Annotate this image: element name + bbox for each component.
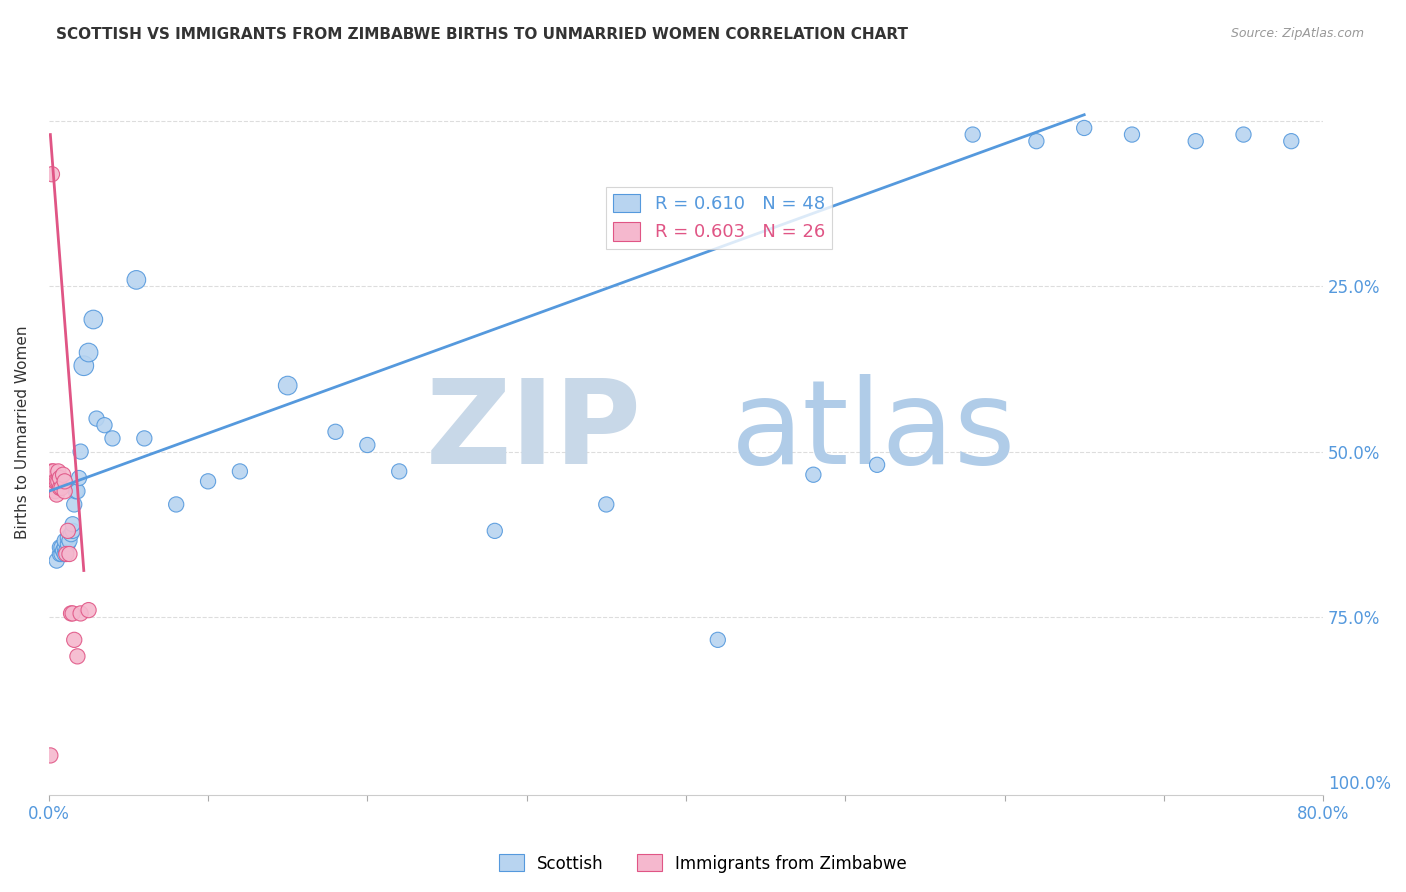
Point [101,431,124,445]
Point [55,543,77,558]
Point [197,475,219,489]
Point [63,632,86,647]
Point [46,464,69,478]
Text: SCOTTISH VS IMMIGRANTS FROM ZIMBABWE BIRTHS TO UNMARRIED WOMEN CORRELATION CHART: SCOTTISH VS IMMIGRANTS FROM ZIMBABWE BIR… [56,27,908,42]
Point [82,312,104,326]
Point [56,537,79,551]
Point [41,464,63,478]
Point [56,531,79,545]
Point [44,484,66,499]
Point [125,273,148,287]
Point [65,484,87,499]
Point [53,533,76,548]
Point [1232,128,1254,142]
Point [866,458,889,472]
Point [60,607,83,621]
Point [66,649,89,664]
Point [134,431,156,445]
Point [67,471,90,485]
Point [388,464,411,478]
Point [1121,128,1143,142]
Point [77,345,100,359]
Point [63,498,86,512]
Point [962,128,984,142]
Point [165,498,187,512]
Point [73,359,96,373]
Point [46,475,69,489]
Point [62,607,84,621]
Point [52,467,75,482]
Text: ZIP: ZIP [426,375,641,490]
Legend: Scottish, Immigrants from Zimbabwe: Scottish, Immigrants from Zimbabwe [492,847,914,880]
Point [41,167,63,181]
Point [55,547,77,561]
Point [66,484,89,499]
Point [1073,120,1095,135]
Point [93,418,115,433]
Point [51,481,73,495]
Point [45,553,67,567]
Point [595,498,617,512]
Point [1279,134,1302,148]
Point [69,607,91,621]
Point [1025,134,1047,148]
Point [356,438,378,452]
Legend: R = 0.610   N = 48, R = 0.603   N = 26: R = 0.610 N = 48, R = 0.603 N = 26 [606,186,832,249]
Point [58,547,80,561]
Point [62,517,84,532]
Point [49,471,72,485]
Point [325,425,347,439]
Point [1184,134,1206,148]
Point [51,541,73,555]
Point [229,464,252,478]
Point [53,547,76,561]
Point [45,475,67,489]
Point [69,444,91,458]
Point [60,527,83,541]
Text: atlas: atlas [731,375,1017,490]
Point [49,541,72,555]
Text: Source: ZipAtlas.com: Source: ZipAtlas.com [1230,27,1364,40]
Point [53,541,76,555]
Point [707,632,730,647]
Point [51,547,73,561]
Point [45,487,67,501]
Point [62,524,84,538]
Point [49,481,72,495]
Point [56,524,79,538]
Point [77,603,100,617]
Point [49,547,72,561]
Point [53,475,76,489]
Point [58,533,80,548]
Point [86,411,108,425]
Point [44,475,66,489]
Point [39,748,62,763]
Y-axis label: Births to Unmarried Women: Births to Unmarried Women [15,325,30,539]
Point [277,378,299,392]
Point [52,543,75,558]
Point [42,471,65,485]
Point [803,467,825,482]
Point [42,464,65,478]
Point [53,484,76,499]
Point [484,524,506,538]
